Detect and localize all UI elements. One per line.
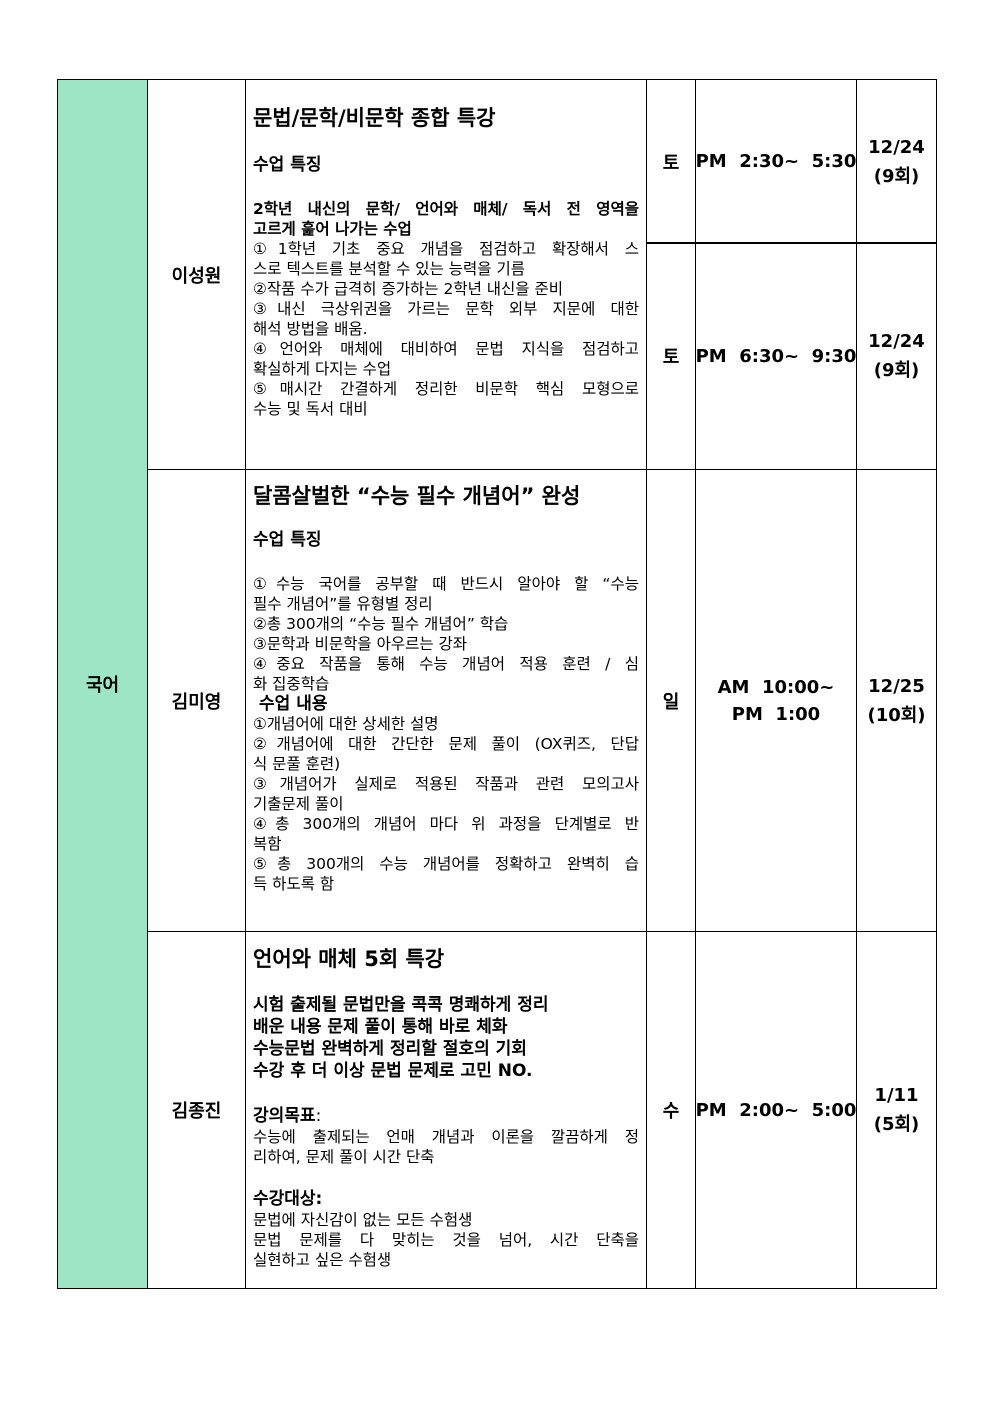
day: 수 <box>662 1101 680 1122</box>
time: PM 2:00~ 5:00 <box>695 1099 857 1121</box>
teacher-name: 김종진 <box>171 1101 222 1122</box>
session-count: (9회) <box>873 165 920 187</box>
list-item-line: 식 문풀 훈련) <box>253 755 341 773</box>
subject-cell: 국어 <box>57 79 148 1289</box>
intro-line: 고르게 훑어 나가는 수업 <box>253 220 412 238</box>
list-item-line: ②개념어에 대한 간단한 문제 풀이 (OX퀴즈, 단답 <box>253 735 639 753</box>
list-item-line: ①1학년 기초 중요 개념을 점검하고 확장해서 스 <box>253 240 639 258</box>
list-item-line: 문법에 자신감이 없는 모든 수험생 <box>253 1211 473 1229</box>
course-title: 달콤살벌한 “수능 필수 개념어” 완성 <box>253 484 581 508</box>
day: 토 <box>662 152 680 174</box>
list-item-line: ③문학과 비문학을 아우르는 강좌 <box>253 635 468 653</box>
list-item-line: 수능 및 독서 대비 <box>253 400 368 418</box>
list-item-line: ③개념어가 실제로 적용된 작품과 관련 모의고사 <box>253 775 639 793</box>
feature-heading: 수업 특징 <box>253 530 322 550</box>
list-item-line: ⑤총 300개의 수능 개념어를 정확하고 완벽히 습 <box>253 855 639 873</box>
list-item-line: ①개념어에 대한 상세한 설명 <box>253 715 439 733</box>
session-count: (5회) <box>873 1114 920 1135</box>
list-item-line: 복함 <box>253 835 282 853</box>
day-cell: 토 <box>646 79 696 244</box>
highlights: 시험 출제될 문법만을 콕콕 명쾌하게 정리 배운 내용 문제 풀이 통해 바로… <box>253 994 639 1082</box>
content-list: ①개념어에 대한 상세한 설명 ②개념어에 대한 간단한 문제 풀이 (OX퀴즈,… <box>253 714 639 894</box>
list-item-line: 리하여, 문제 풀이 시간 단축 <box>253 1148 435 1166</box>
course-description: 문법/문학/비문학 종합 특강 수업 특징 2학년 내신의 문학/ 언어와 매체… <box>245 79 647 470</box>
list-item-line: ④중요 작품을 통해 수능 개념어 적용 훈련 / 심 <box>253 655 639 673</box>
time-end: PM 1:00 <box>731 703 821 725</box>
start-date: 1/11 <box>874 1085 919 1106</box>
day-cell: 토 <box>646 242 696 470</box>
date-cell: 1/11 (5회) <box>856 931 937 1289</box>
list-item-line: 기출문제 풀이 <box>253 795 344 813</box>
list-item-line: 필수 개념어”를 유형별 정리 <box>253 595 433 613</box>
highlight-line: 시험 출제될 문법만을 콕콕 명쾌하게 정리 <box>253 995 549 1015</box>
subject-label: 국어 <box>85 675 120 696</box>
day: 토 <box>662 347 680 368</box>
start-date: 12/25 <box>868 675 925 697</box>
course-title: 언어와 매체 5회 특강 <box>253 947 445 971</box>
time-cell: PM 2:00~ 5:00 <box>695 931 857 1289</box>
date-cell: 12/24 (9회) <box>856 79 937 244</box>
time-start: AM 10:00~ <box>717 676 835 698</box>
session-count: (10회) <box>867 704 926 726</box>
list-item-line: 화 집중학습 <box>253 675 330 693</box>
course-description: 언어와 매체 5회 특강 시험 출제될 문법만을 콕콕 명쾌하게 정리 배운 내… <box>245 931 647 1289</box>
teacher-name: 이성원 <box>171 265 222 287</box>
goal-label: 강의목표 <box>253 1106 316 1126</box>
teacher-cell: 김미영 <box>147 469 246 932</box>
date-cell: 12/24 (9회) <box>856 242 937 470</box>
list-item-line: ①수능 국어를 공부할 때 반드시 알아야 할 “수능 <box>253 575 639 593</box>
list-item-line: ④총 300개의 개념어 마다 위 과정을 단계별로 반 <box>253 815 639 833</box>
intro-line: 2학년 내신의 문학/ 언어와 매체/ 독서 전 영역을 <box>253 200 639 218</box>
list-item-line: 수능에 출제되는 언매 개념과 이론을 깔끔하게 정 <box>253 1128 639 1146</box>
highlight-line: 배운 내용 문제 풀이 통해 바로 체화 <box>253 1017 508 1037</box>
teacher-cell: 이성원 <box>147 79 246 470</box>
list-item-line: 문법 문제를 다 맞히는 것을 넘어, 시간 단축을 <box>253 1231 639 1249</box>
list-item-line: ②총 300개의 “수능 필수 개념어” 학습 <box>253 615 509 633</box>
start-date: 12/24 <box>868 331 925 352</box>
highlight-line: 수능문법 완벽하게 정리할 절호의 기회 <box>253 1039 527 1059</box>
list-item-line: 해석 방법을 배움. <box>253 320 368 338</box>
time: PM 6:30~ 9:30 <box>695 345 857 367</box>
list-item-line: ③내신 극상위권을 가르는 문학 외부 지문에 대한 <box>253 300 639 318</box>
teacher-cell: 김종진 <box>147 931 246 1289</box>
time-cell: PM 6:30~ 9:30 <box>695 242 857 470</box>
list-item-line: 확실하게 다지는 수업 <box>253 360 392 378</box>
time-cell: PM 2:30~ 5:30 <box>695 79 857 244</box>
intro: 2학년 내신의 문학/ 언어와 매체/ 독서 전 영역을 고르게 훑어 나가는 … <box>253 199 639 239</box>
list-item-line: ④언어와 매체에 대비하여 문법 지식을 점검하고 <box>253 340 639 358</box>
date-cell: 12/25 (10회) <box>856 469 937 932</box>
list-item-line: 실현하고 싶은 수험생 <box>253 1251 392 1269</box>
day-cell: 수 <box>646 931 696 1289</box>
list-item-line: 스로 텍스트를 분석할 수 있는 능력을 기름 <box>253 260 525 278</box>
goal-colon: : <box>315 1106 322 1126</box>
list-item-line: 득 하도록 함 <box>253 875 335 893</box>
highlight-line: 수강 후 더 이상 문법 문제로 고민 NO. <box>253 1061 533 1081</box>
feature-heading: 수업 특징 <box>253 155 322 175</box>
goal-heading: 강의목표: <box>253 1105 639 1127</box>
course-description: 달콤살벌한 “수능 필수 개념어” 완성 수업 특징 ①수능 국어를 공부할 때… <box>245 469 647 932</box>
list-item-line: ⑤매시간 간결하게 정리한 비문학 핵심 모형으로 <box>253 380 639 398</box>
day-cell: 일 <box>646 469 696 932</box>
target-heading: 수강대상: <box>253 1189 323 1209</box>
teacher-name: 김미영 <box>171 691 222 713</box>
session-count: (9회) <box>873 360 920 381</box>
time: PM 2:30~ 5:30 <box>695 151 857 172</box>
list-item-line: ②작품 수가 급격히 증가하는 2학년 내신을 준비 <box>253 280 564 298</box>
content-heading: 수업 내용 <box>259 694 328 714</box>
start-date: 12/24 <box>868 136 925 158</box>
time-cell: AM 10:00~ PM 1:00 <box>695 469 857 932</box>
course-title: 문법/문학/비문학 종합 특강 <box>253 106 496 130</box>
day: 일 <box>662 691 680 713</box>
